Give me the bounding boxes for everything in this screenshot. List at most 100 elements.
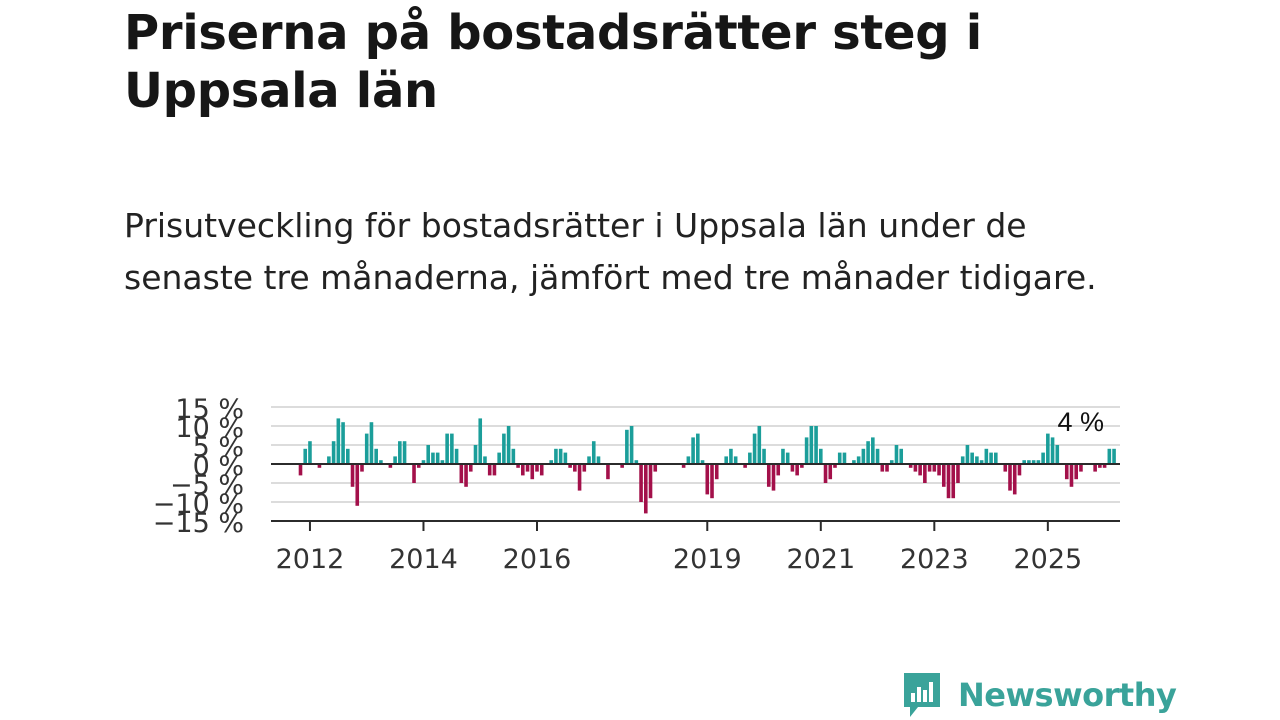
bar [932, 464, 937, 472]
bar [459, 464, 464, 483]
bar [563, 452, 568, 464]
bar [913, 464, 918, 472]
price-change-chart: 15 %10 %5 %0 %−5 %−10 %−15 % 2012 2014 2016… [153, 394, 1120, 575]
bar [426, 445, 431, 464]
bar [960, 456, 965, 464]
bar [776, 464, 781, 476]
bar [918, 464, 922, 476]
bar [979, 460, 984, 464]
bar [346, 448, 350, 464]
chart-subtitle: Prisutveckling för bostadsrätter i Uppsa… [124, 206, 1097, 297]
bar [681, 464, 686, 468]
bar [336, 418, 341, 464]
bar [994, 452, 998, 464]
bar [771, 464, 776, 491]
bar [823, 464, 828, 483]
bar [989, 452, 993, 464]
bar [852, 460, 856, 464]
y-tick-label: 10 % [175, 413, 244, 444]
bar [733, 456, 738, 464]
bar [1098, 464, 1102, 468]
bar [970, 452, 974, 464]
bar [1012, 464, 1017, 495]
bar [937, 464, 941, 476]
y-tick-label: −15 % [153, 508, 244, 539]
bar [643, 464, 648, 514]
bar [705, 464, 710, 495]
bar [837, 452, 842, 464]
x-tick-label: 2014 [389, 544, 458, 575]
y-tick-label: −5 % [170, 470, 244, 501]
bar [956, 464, 960, 483]
bar [535, 464, 539, 472]
bar [369, 422, 374, 464]
bar [1074, 464, 1079, 480]
bar [762, 448, 766, 464]
y-tick-label: 5 % [193, 432, 244, 463]
bar [473, 445, 478, 464]
bar [946, 464, 951, 499]
bar [927, 464, 932, 472]
bar [303, 448, 308, 464]
bar [464, 464, 468, 487]
bar [525, 464, 530, 472]
y-tick-label: 0 % [193, 451, 244, 482]
bar [573, 464, 577, 472]
bar [984, 448, 989, 464]
bar [549, 460, 553, 464]
bar [440, 460, 445, 464]
bar [1093, 464, 1097, 472]
bar [388, 464, 393, 468]
bar [379, 460, 383, 464]
bar [530, 464, 535, 480]
bar [620, 464, 624, 468]
bar [1041, 452, 1045, 464]
bar [506, 426, 511, 464]
bar [398, 441, 402, 464]
bar [856, 456, 861, 464]
x-tick-label: 2021 [786, 544, 855, 575]
bar [587, 456, 591, 464]
bar [885, 464, 889, 472]
bar [748, 452, 752, 464]
bar [790, 464, 795, 472]
bar [691, 437, 695, 464]
bar [341, 422, 345, 464]
bar [497, 452, 501, 464]
bar [502, 433, 506, 464]
bar [639, 464, 643, 502]
bar [435, 452, 440, 464]
bar [908, 464, 913, 468]
bar [1022, 460, 1026, 464]
newsworthy-logo-icon [904, 673, 940, 717]
bar [743, 464, 747, 468]
bar [374, 448, 378, 464]
bar [1017, 464, 1022, 476]
bar [577, 464, 582, 491]
bar [866, 441, 870, 464]
bar [1050, 437, 1055, 464]
bar [975, 456, 979, 464]
x-tick-label: 2016 [503, 544, 572, 575]
bar [828, 464, 833, 480]
bar [331, 441, 336, 464]
bar [1027, 460, 1031, 464]
bar [1112, 448, 1116, 464]
bar [757, 426, 762, 464]
bar [634, 460, 639, 464]
bar [1055, 445, 1060, 464]
bar [809, 426, 814, 464]
bar [591, 441, 596, 464]
bar [1036, 460, 1041, 464]
bar [724, 456, 728, 464]
bar [1107, 448, 1112, 464]
bar [965, 445, 970, 464]
bar [1079, 464, 1083, 472]
bar [1003, 464, 1008, 472]
last-value-label: 4 % [1057, 407, 1104, 437]
bar [871, 437, 875, 464]
bar [445, 433, 449, 464]
bar [412, 464, 416, 483]
bar [516, 464, 520, 468]
bar [889, 460, 894, 464]
